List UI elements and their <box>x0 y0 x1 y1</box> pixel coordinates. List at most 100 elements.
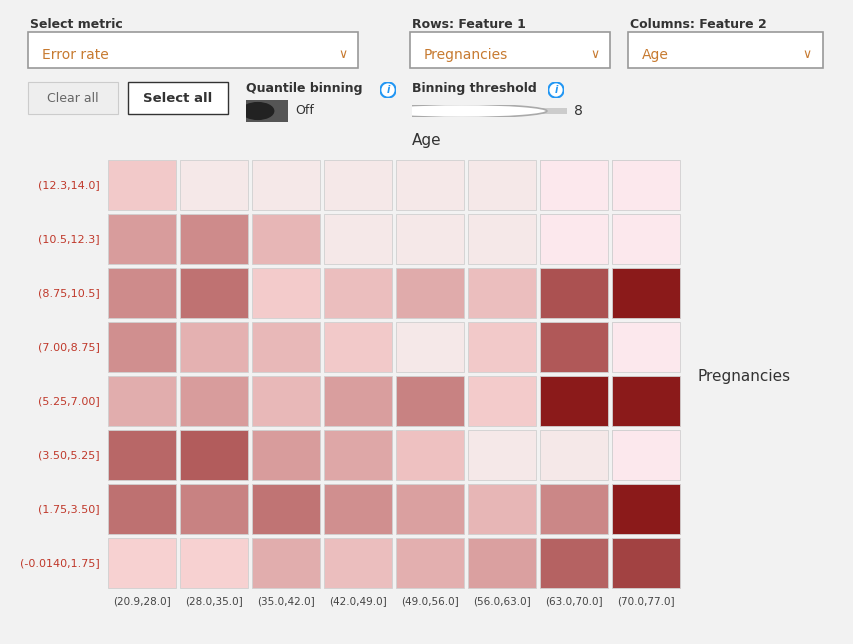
Circle shape <box>376 104 546 118</box>
Text: Rows: Feature 1: Rows: Feature 1 <box>411 18 525 31</box>
Text: 21%: 21% <box>415 556 444 569</box>
Text: i: i <box>554 85 557 95</box>
Text: (5.25,7.00]: (5.25,7.00] <box>38 396 100 406</box>
Text: 67%: 67% <box>560 341 587 354</box>
Text: 62%: 62% <box>560 556 587 569</box>
Text: (56.0,63.0]: (56.0,63.0] <box>473 596 531 606</box>
Text: 100%: 100% <box>627 502 663 515</box>
Text: 16%: 16% <box>272 395 299 408</box>
Text: 45%: 45% <box>415 395 444 408</box>
Text: (35.0,42.0]: (35.0,42.0] <box>257 596 315 606</box>
Text: 0%: 0% <box>491 178 512 191</box>
Text: 13%: 13% <box>488 287 515 299</box>
Text: Pregnancies: Pregnancies <box>697 368 790 383</box>
Text: 71%: 71% <box>560 287 587 299</box>
Text: (1.75,3.50]: (1.75,3.50] <box>38 504 100 514</box>
Text: 0%: 0% <box>563 448 583 462</box>
Text: (28.0,35.0]: (28.0,35.0] <box>185 596 242 606</box>
Text: (3.50,5.25]: (3.50,5.25] <box>38 450 100 460</box>
Text: 100%: 100% <box>627 395 663 408</box>
Text: 40%: 40% <box>128 287 156 299</box>
Text: 6%: 6% <box>491 395 511 408</box>
Text: (63.0,70.0]: (63.0,70.0] <box>544 596 602 606</box>
Text: 40%: 40% <box>200 232 228 245</box>
Text: Columns: Feature 2: Columns: Feature 2 <box>630 18 766 31</box>
Text: 29%: 29% <box>415 502 444 515</box>
Text: 0%: 0% <box>491 232 512 245</box>
Text: Error rate: Error rate <box>42 48 108 62</box>
Text: (49.0,56.0]: (49.0,56.0] <box>401 596 458 606</box>
Text: 45%: 45% <box>200 502 228 515</box>
Text: 0%: 0% <box>347 232 368 245</box>
Text: 38%: 38% <box>344 502 372 515</box>
Text: Select metric: Select metric <box>30 18 123 31</box>
Text: (-0.0140,1.75]: (-0.0140,1.75] <box>20 558 100 568</box>
Text: 52%: 52% <box>272 502 299 515</box>
Text: 13%: 13% <box>344 556 371 569</box>
Text: i: i <box>386 85 389 95</box>
Text: Age: Age <box>412 133 441 148</box>
Text: 31%: 31% <box>200 395 228 408</box>
Text: Quantile binning: Quantile binning <box>246 82 362 95</box>
Text: 22%: 22% <box>128 395 156 408</box>
Text: Clear all: Clear all <box>47 91 99 104</box>
Text: 42%: 42% <box>560 502 587 515</box>
Text: Age: Age <box>641 48 668 62</box>
Text: 0%: 0% <box>420 232 439 245</box>
Text: 100%: 100% <box>627 287 663 299</box>
Text: 17%: 17% <box>272 232 299 245</box>
Text: 79%: 79% <box>631 556 659 569</box>
FancyBboxPatch shape <box>453 108 574 114</box>
Text: 3%: 3% <box>204 556 223 569</box>
Text: 0%: 0% <box>635 448 655 462</box>
Text: 25%: 25% <box>344 448 372 462</box>
Text: Off: Off <box>294 104 314 117</box>
Circle shape <box>548 82 563 98</box>
Text: 0%: 0% <box>635 232 655 245</box>
Text: 0%: 0% <box>420 341 439 354</box>
Text: 0%: 0% <box>563 178 583 191</box>
Text: 100%: 100% <box>555 395 591 408</box>
Text: 22%: 22% <box>272 556 299 569</box>
Text: 16%: 16% <box>272 341 299 354</box>
Text: (70.0,77.0]: (70.0,77.0] <box>617 596 674 606</box>
Text: (20.9,28.0]: (20.9,28.0] <box>113 596 171 606</box>
Text: 31%: 31% <box>128 232 156 245</box>
Text: 0%: 0% <box>276 178 296 191</box>
Text: 30%: 30% <box>344 395 372 408</box>
Text: 38%: 38% <box>128 341 156 354</box>
Text: 3%: 3% <box>132 556 152 569</box>
Text: 7%: 7% <box>132 178 152 191</box>
Text: (12.3,14.0]: (12.3,14.0] <box>38 180 100 190</box>
Text: (7.00,8.75]: (7.00,8.75] <box>38 342 100 352</box>
Text: 0%: 0% <box>420 178 439 191</box>
Text: ∨: ∨ <box>802 48 811 61</box>
Text: (10.5,12.3]: (10.5,12.3] <box>38 234 100 244</box>
Text: 20%: 20% <box>200 341 228 354</box>
Text: 0%: 0% <box>491 448 512 462</box>
FancyBboxPatch shape <box>241 98 292 124</box>
Text: (42.0,49.0]: (42.0,49.0] <box>328 596 386 606</box>
Text: Select all: Select all <box>143 91 212 104</box>
Text: 54%: 54% <box>128 502 156 515</box>
Text: Binning threshold: Binning threshold <box>411 82 537 95</box>
Text: (8.75,10.5]: (8.75,10.5] <box>38 288 100 298</box>
Text: Pregnancies: Pregnancies <box>423 48 508 62</box>
Text: 53%: 53% <box>200 287 228 299</box>
Text: ∨: ∨ <box>590 48 600 61</box>
Text: 13%: 13% <box>344 287 371 299</box>
Circle shape <box>241 102 274 119</box>
Text: 65%: 65% <box>200 448 228 462</box>
Text: 8: 8 <box>573 104 583 118</box>
FancyBboxPatch shape <box>403 108 469 114</box>
Text: 0%: 0% <box>635 178 655 191</box>
Text: 0%: 0% <box>635 341 655 354</box>
Text: 59%: 59% <box>128 448 156 462</box>
Text: 0%: 0% <box>563 232 583 245</box>
Text: 17%: 17% <box>488 502 515 515</box>
Text: 7%: 7% <box>491 341 512 354</box>
Text: 23%: 23% <box>415 287 444 299</box>
Text: 29%: 29% <box>488 556 515 569</box>
Text: ∨: ∨ <box>339 48 347 61</box>
Text: 11%: 11% <box>415 448 444 462</box>
